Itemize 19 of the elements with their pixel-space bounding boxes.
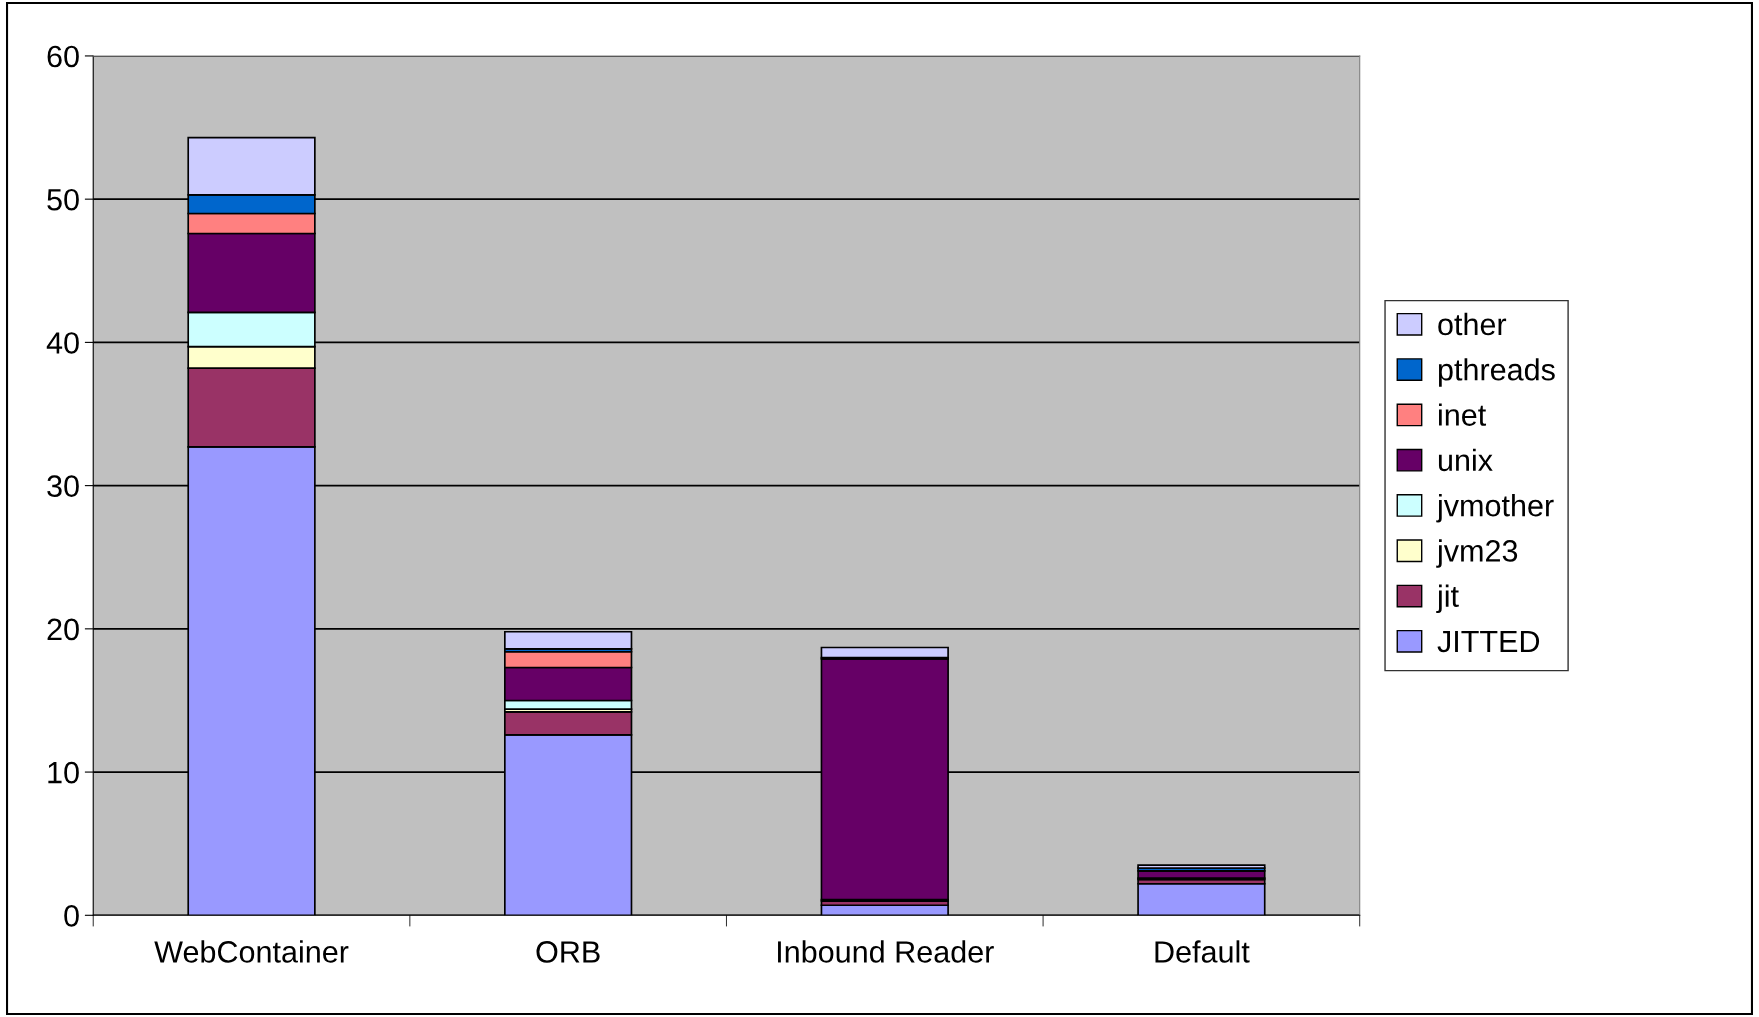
y-tick-label: 60 — [47, 45, 79, 68]
y-tick-label: 50 — [47, 188, 79, 211]
legend-label: JITTED — [1437, 631, 1540, 653]
legend-label: other — [1438, 312, 1507, 336]
y-tick-label: 40 — [46, 332, 79, 354]
legend-label: pthreads — [1438, 358, 1555, 387]
y-tick-label: 10 — [48, 761, 79, 784]
legend-label: jvmother — [1436, 494, 1554, 523]
legend-label: unix — [1438, 448, 1493, 472]
x-tick-label: WebContainer — [154, 940, 349, 963]
legend-label: inet — [1439, 403, 1487, 426]
y-tick-label: 30 — [47, 475, 79, 497]
y-tick-label: 0 — [64, 905, 79, 927]
x-tick-label: Default — [1155, 940, 1250, 963]
y-tick-label: 20 — [47, 618, 79, 641]
legend-label: jvm23 — [1436, 539, 1518, 568]
legend-label: jit — [1436, 584, 1459, 614]
x-tick-label: ORB — [536, 941, 600, 963]
x-tick-label: Inbound Reader — [778, 940, 994, 963]
